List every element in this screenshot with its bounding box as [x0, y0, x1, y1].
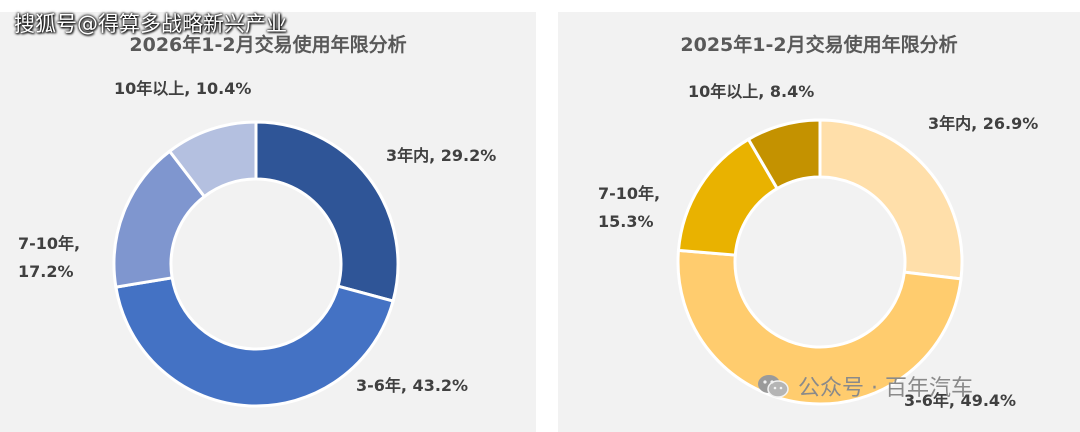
donut-chart-2025 — [676, 118, 964, 406]
donut-2025-slice-4 — [746, 118, 822, 191]
wechat-icon — [758, 375, 789, 398]
chart-title-2026: 2026年1-2月交易使用年限分析 — [129, 34, 407, 56]
watermark-bottom-text: 公众号 · 百年汽车 — [798, 376, 973, 401]
chart-panel-2025: 2025年1-2月交易使用年限分析 3年内, 26.9% 3-6年, 49.4%… — [558, 12, 1080, 432]
donut-2025-slice-2 — [676, 248, 963, 406]
watermark-top: 搜狐号@得算多战略新兴产业 — [14, 12, 287, 36]
watermark-bottom: 公众号 · 百年汽车 — [756, 370, 973, 402]
donut-2026-slice-1 — [254, 120, 400, 303]
label-2025-over-10-years: 10年以上, 8.4% — [688, 82, 815, 101]
label-2025-7-10-years-line1: 7-10年, — [598, 184, 661, 203]
label-2026-7-10-years-line1: 7-10年, — [18, 234, 81, 253]
chart-title-2025: 2025年1-2月交易使用年限分析 — [680, 34, 958, 56]
donut-2025-slice-1 — [818, 118, 964, 281]
donut-chart-2026 — [112, 120, 400, 408]
label-2025-7-10-years-line2: 15.3% — [598, 212, 654, 231]
label-2025-7-10-years: 7-10年, 15.3% — [598, 180, 660, 236]
label-2025-3-6-years: 3-6年, 49.4% — [904, 391, 1017, 410]
donut-2026-slice-4 — [167, 120, 258, 199]
label-2026-7-10-years: 7-10年, 17.2% — [18, 230, 80, 286]
label-2026-within-3-years: 3年内, 29.2% — [386, 146, 497, 165]
label-2026-over-10-years: 10年以上, 10.4% — [114, 79, 252, 98]
label-2026-3-6-years: 3-6年, 43.2% — [356, 376, 469, 395]
chart-panel-2026: 2026年1-2月交易使用年限分析 3年内, 29.2% 3-6年, 43.2%… — [0, 12, 536, 432]
donut-2026-slice-2 — [114, 276, 395, 408]
label-2025-within-3-years: 3年内, 26.9% — [928, 114, 1039, 133]
label-2026-7-10-years-line2: 17.2% — [18, 262, 74, 281]
